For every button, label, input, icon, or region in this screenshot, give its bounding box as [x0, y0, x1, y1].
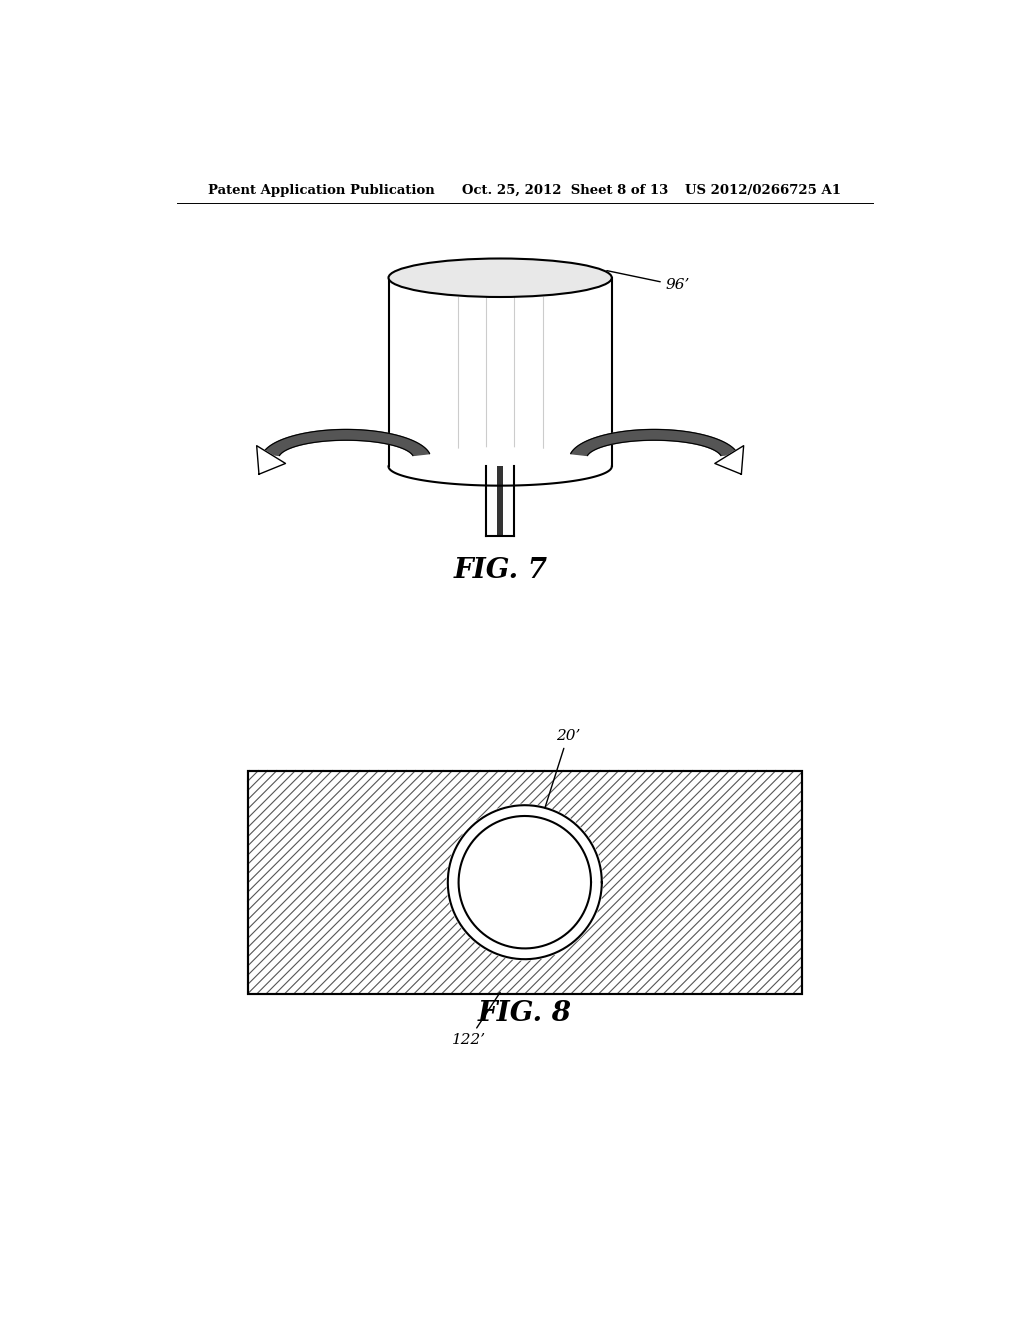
Text: 122’: 122’: [452, 993, 500, 1047]
Text: Oct. 25, 2012  Sheet 8 of 13: Oct. 25, 2012 Sheet 8 of 13: [462, 185, 668, 197]
Ellipse shape: [388, 447, 611, 486]
Polygon shape: [570, 429, 737, 455]
Text: Patent Application Publication: Patent Application Publication: [208, 185, 434, 197]
Bar: [388, 277, 611, 466]
Text: US 2012/0266725 A1: US 2012/0266725 A1: [685, 185, 841, 197]
Text: 20’: 20’: [545, 729, 580, 808]
Polygon shape: [263, 429, 430, 455]
Text: 96’: 96’: [607, 271, 690, 293]
Polygon shape: [447, 805, 602, 960]
Bar: [248, 771, 802, 994]
Text: FIG. 7: FIG. 7: [454, 557, 547, 583]
Bar: [486, 466, 514, 536]
Ellipse shape: [388, 259, 611, 297]
Polygon shape: [715, 446, 743, 474]
Text: FIG. 8: FIG. 8: [478, 999, 571, 1027]
Ellipse shape: [446, 804, 603, 961]
Bar: [497, 466, 503, 536]
Polygon shape: [257, 446, 286, 474]
Bar: [248, 771, 802, 994]
